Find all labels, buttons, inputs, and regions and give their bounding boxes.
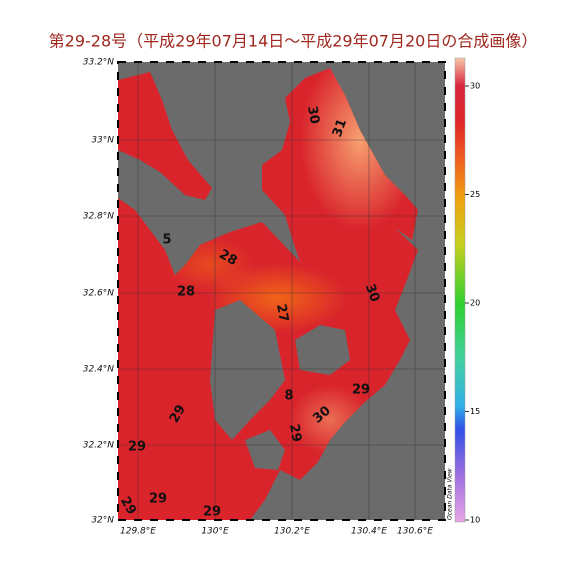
lat-label: 32.4°N <box>83 365 115 375</box>
colorbar-label: 30 <box>470 82 480 91</box>
lat-label: 32°N <box>91 516 114 526</box>
lat-label: 32.8°N <box>83 212 115 222</box>
contour-label: 29 <box>286 423 304 443</box>
contour-label: 29 <box>352 383 370 398</box>
lat-label: 32.2°N <box>83 441 115 451</box>
contour-label: 29 <box>149 492 167 507</box>
colorbar-label: 20 <box>470 299 480 308</box>
colorbar-label: 15 <box>470 407 480 416</box>
contour-label: 31 <box>330 117 350 139</box>
lon-label: 130°E <box>201 527 229 537</box>
lon-label: 130.6°E <box>397 527 433 537</box>
lat-label: 33.2°N <box>83 58 115 68</box>
contour-label: 29 <box>203 505 221 520</box>
contour-label: 5 <box>162 233 171 248</box>
peninsula <box>295 325 350 375</box>
map: Ocean Data View <box>117 61 454 521</box>
island <box>210 300 285 440</box>
lon-label: 130.4°E <box>351 527 387 537</box>
contour-label: 29 <box>128 440 146 455</box>
contour-label: 8 <box>284 389 293 404</box>
colorbar-label: 10 <box>470 516 480 525</box>
contour-label: 30 <box>362 282 382 304</box>
lon-label: 130.2°E <box>274 527 310 537</box>
colorbar <box>454 57 466 523</box>
title: 第29-28号（平成29年07月14日～平成29年07月20日の合成画像） <box>49 32 538 51</box>
credit: Ocean Data View <box>447 468 454 520</box>
lat-label: 33°N <box>91 136 114 146</box>
lat-label: 32.6°N <box>83 289 115 299</box>
contour-label: 30 <box>304 105 322 125</box>
contour-label: 28 <box>177 285 195 300</box>
colorbar-label: 25 <box>470 190 480 199</box>
frame <box>117 61 446 521</box>
contour-label: 27 <box>273 303 291 323</box>
island <box>245 430 285 470</box>
lon-label: 129.8°E <box>120 527 156 537</box>
